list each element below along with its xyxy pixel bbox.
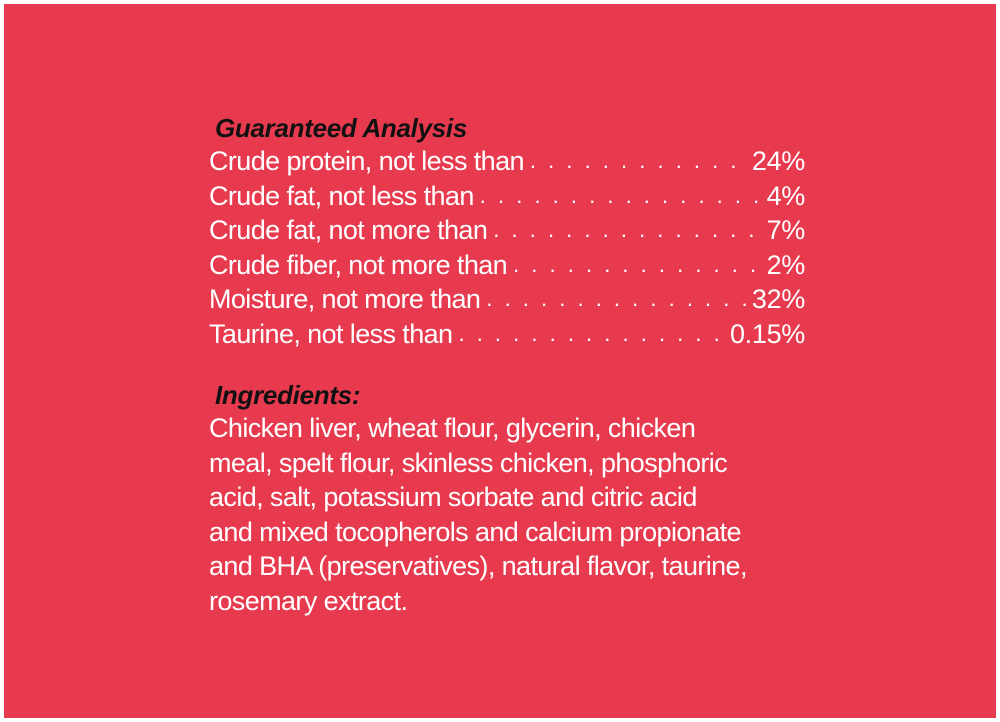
analysis-label: Crude fat, not more than: [209, 215, 488, 245]
ingredients-heading: Ingredients:: [215, 380, 361, 410]
analysis-value: 4%: [766, 180, 806, 211]
analysis-label: Crude fiber, not more than: [209, 249, 508, 280]
dot-leader: [480, 179, 761, 213]
dot-leader: [486, 282, 746, 316]
analysis-value: 32%: [751, 284, 805, 314]
analysis-label: Crude fat, not less than: [209, 180, 474, 211]
ingredients-line: and BHA (preservatives), natural flavor,…: [209, 551, 747, 581]
label-panel: Guaranteed Analysis Crude protein, not l…: [4, 4, 996, 718]
ingredients-text: Chicken liver, wheat flour, glycerin, ch…: [209, 411, 809, 618]
ingredients-line: acid, salt, potassium sorbate and citric…: [209, 482, 697, 512]
analysis-value: 0.15%: [729, 318, 805, 349]
dot-leader: [458, 317, 723, 351]
ingredients-line: and mixed tocopherols and calcium propio…: [209, 516, 742, 547]
analysis-label: Crude protein, not less than: [209, 146, 525, 176]
ingredients-line: rosemary extract.: [209, 585, 408, 616]
analysis-value: 7%: [766, 215, 806, 245]
guaranteed-analysis-heading: Guaranteed Analysis: [215, 113, 467, 143]
analysis-label: Taurine, not less than: [209, 318, 453, 349]
analysis-row-taurine: Taurine, not less than 0.15%: [209, 317, 805, 352]
analysis-row-crude-fat-min: Crude fat, not less than 4%: [209, 179, 805, 214]
analysis-label: Moisture, not more than: [209, 284, 481, 314]
analysis-row-crude-fat-max: Crude fat, not more than 7%: [209, 213, 805, 248]
analysis-row-crude-protein: Crude protein, not less than 24%: [209, 144, 805, 179]
label-content: Guaranteed Analysis Crude protein, not l…: [209, 112, 809, 618]
dot-leader: [493, 213, 760, 247]
analysis-value: 2%: [766, 249, 806, 280]
ingredients-line: meal, spelt flour, skinless chicken, pho…: [209, 447, 728, 478]
analysis-value: 24%: [751, 146, 805, 176]
ingredients-line: Chicken liver, wheat flour, glycerin, ch…: [209, 413, 696, 443]
analysis-row-crude-fiber: Crude fiber, not more than 2%: [209, 248, 805, 283]
dot-leader: [530, 144, 746, 178]
analysis-row-moisture: Moisture, not more than 32%: [209, 282, 805, 317]
dot-leader: [513, 248, 760, 282]
guaranteed-analysis-list: Crude protein, not less than 24% Crude f…: [209, 144, 809, 351]
